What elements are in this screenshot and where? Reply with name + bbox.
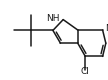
Text: NH: NH (46, 14, 60, 23)
Text: N: N (105, 24, 108, 33)
Text: Cl: Cl (81, 68, 90, 76)
